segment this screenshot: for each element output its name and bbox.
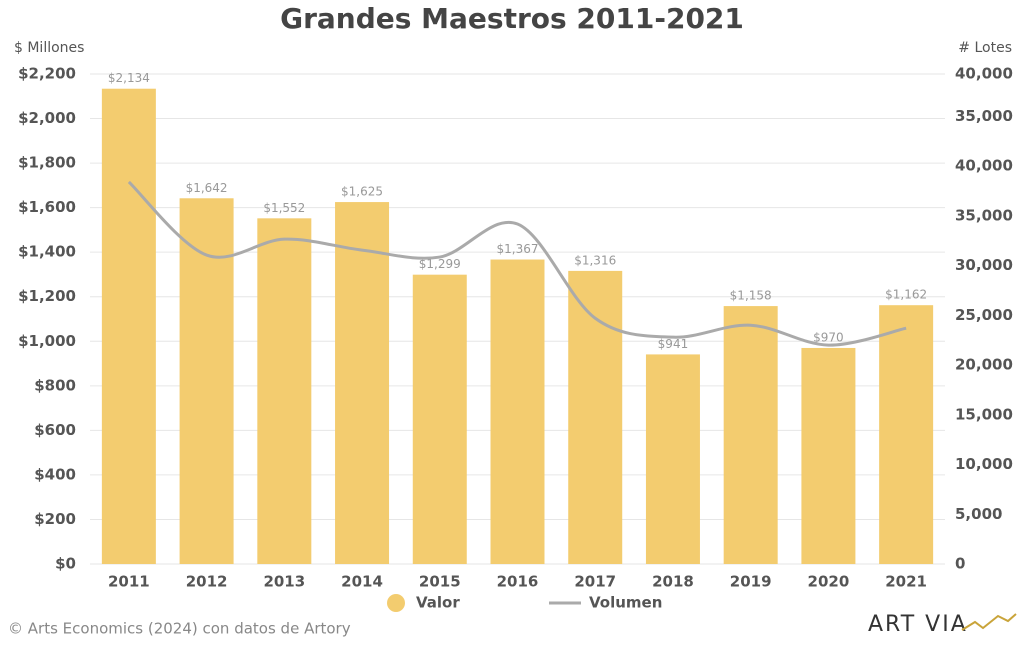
y-tick-label: $1,600 — [18, 198, 76, 216]
bar — [568, 270, 623, 564]
source-note: © Arts Economics (2024) con datos de Art… — [8, 620, 351, 638]
x-tick-label: 2020 — [808, 573, 850, 591]
data-label: $1,367 — [497, 242, 539, 256]
data-label: $1,299 — [419, 257, 461, 271]
y2-axis-title: # Lotes — [958, 40, 1012, 56]
y2-tick-label: 40,000 — [955, 157, 1013, 175]
y-tick-label: $0 — [55, 555, 76, 573]
bar — [335, 202, 390, 564]
legend-swatch — [387, 594, 405, 612]
y-tick-label: $2,000 — [18, 109, 76, 127]
data-label: $970 — [813, 330, 844, 344]
y-tick-label: $1,400 — [18, 243, 76, 261]
x-tick-label: 2019 — [730, 573, 772, 591]
data-label: $1,158 — [730, 289, 772, 303]
logo: ART VIA — [868, 612, 968, 637]
bar — [490, 259, 545, 564]
data-label: $1,625 — [341, 185, 383, 199]
y-tick-label: $800 — [34, 376, 76, 394]
y-tick-label: $1,800 — [18, 154, 76, 172]
y-tick-label: $400 — [34, 465, 76, 483]
y-tick-label: $200 — [34, 510, 76, 528]
y-tick-label: $2,200 — [18, 65, 76, 83]
x-tick-label: 2014 — [341, 573, 383, 591]
legend-label: Valor — [416, 594, 460, 612]
data-label: $1,316 — [574, 253, 616, 267]
x-tick-label: 2021 — [885, 573, 927, 591]
bar — [412, 274, 467, 564]
y2-tick-label: 25,000 — [955, 306, 1013, 324]
x-tick-label: 2018 — [652, 573, 694, 591]
legend-label: Volumen — [589, 594, 662, 612]
data-label: $1,642 — [186, 181, 228, 195]
bar — [801, 347, 856, 564]
bar — [179, 198, 234, 565]
bar — [257, 218, 312, 564]
y2-tick-label: 10,000 — [955, 455, 1013, 473]
x-tick-label: 2011 — [108, 573, 150, 591]
data-label: $1,162 — [885, 288, 927, 302]
y-tick-label: $600 — [34, 421, 76, 439]
bar — [879, 305, 934, 564]
x-tick-label: 2017 — [574, 573, 616, 591]
bar — [645, 354, 700, 564]
y-tick-label: $1,200 — [18, 287, 76, 305]
line — [127, 180, 907, 347]
chart-title: Grandes Maestros 2011-2021 — [280, 2, 744, 35]
y2-tick-label: 35,000 — [955, 206, 1013, 224]
x-tick-label: 2013 — [263, 573, 305, 591]
data-label: $2,134 — [108, 71, 150, 85]
y2-tick-label: 15,000 — [955, 405, 1013, 423]
y-axis-title: $ Millones — [14, 40, 84, 56]
x-tick-label: 2015 — [419, 573, 461, 591]
y2-tick-label: 20,000 — [955, 356, 1013, 374]
x-tick-label: 2012 — [186, 573, 228, 591]
data-label: $941 — [658, 337, 689, 351]
y2-tick-label: 35,000 — [955, 107, 1013, 125]
bar — [723, 306, 778, 564]
y-tick-label: $1,000 — [18, 332, 76, 350]
y2-tick-label: 30,000 — [955, 256, 1013, 274]
y2-tick-label: 5,000 — [955, 505, 1002, 523]
y2-tick-label: 0 — [955, 555, 965, 573]
x-tick-label: 2016 — [497, 573, 539, 591]
y2-tick-label: 40,000 — [955, 65, 1013, 83]
data-label: $1,552 — [263, 201, 305, 215]
logo-mark — [961, 613, 1017, 631]
bar — [101, 88, 156, 564]
